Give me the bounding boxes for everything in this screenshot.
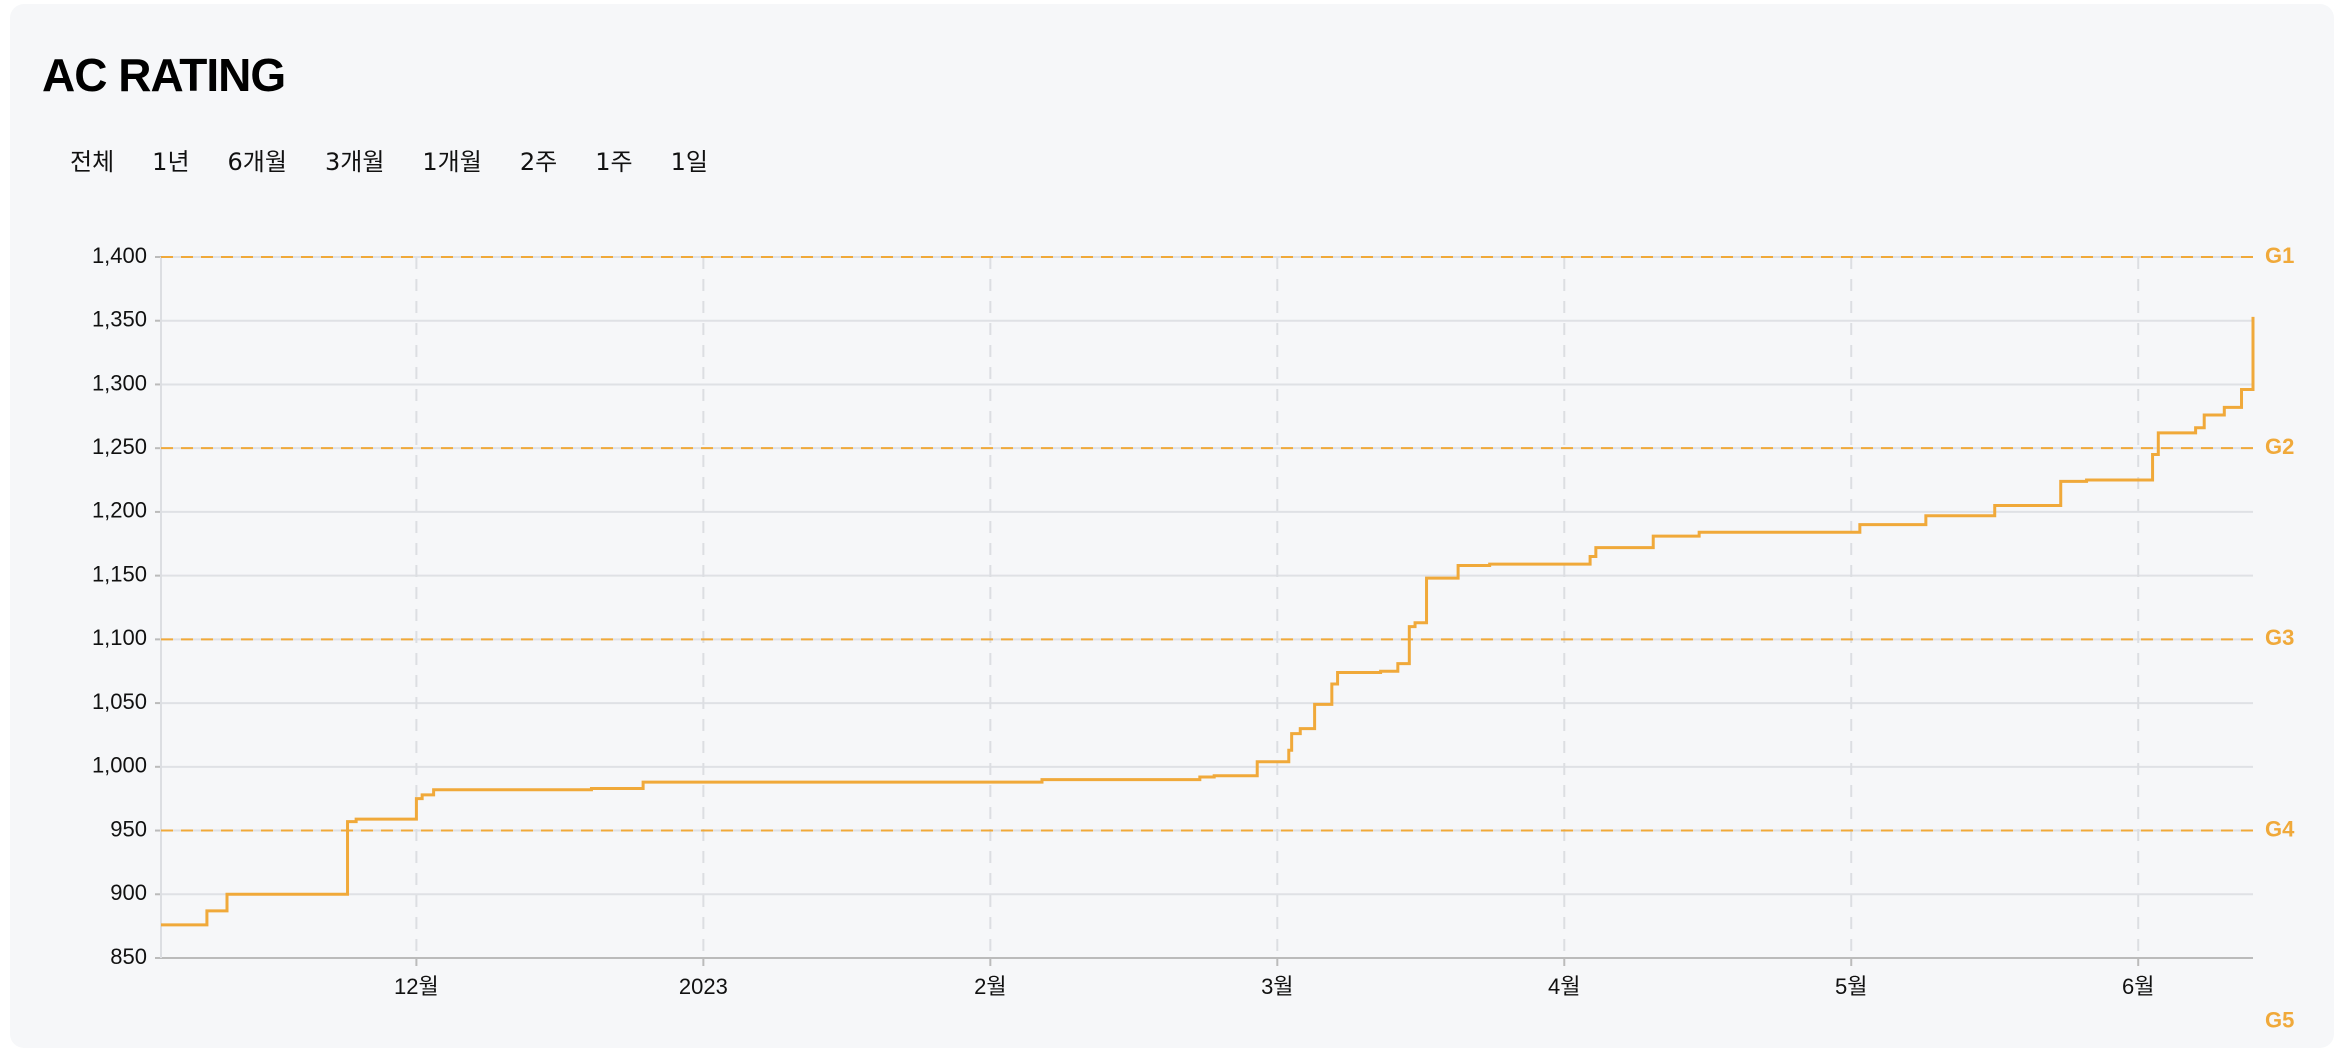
period-button[interactable]: 2주 — [506, 142, 571, 177]
y-tick-label: 1,000 — [92, 753, 147, 778]
threshold-label: G3 — [2265, 625, 2294, 650]
y-tick-label: 900 — [110, 880, 147, 905]
y-tick-label: 1,100 — [92, 625, 147, 650]
threshold-label: G4 — [2265, 816, 2295, 841]
x-tick-label: 3월 — [1261, 974, 1293, 999]
title: AC RATING — [42, 49, 286, 101]
threshold-label: G1 — [2265, 243, 2294, 268]
y-tick-label: 850 — [110, 944, 147, 969]
rating-card: AC RATING 전체 1년 6개월 3개월 1개월 2주 1주 1일 850… — [10, 4, 2334, 1048]
period-button[interactable]: 1년 — [138, 142, 203, 177]
period-button[interactable]: 6개월 — [214, 142, 301, 177]
x-tick-label: 5월 — [1835, 974, 1867, 999]
period-button[interactable]: 1주 — [581, 142, 646, 177]
y-tick-label: 1,200 — [92, 498, 147, 523]
rating-line — [161, 316, 2255, 927]
chart: 850 900 950 1,000 1,050 1,100 1,150 1,200 1,250 1… — [92, 243, 2295, 1033]
y-tick-label: 1,300 — [92, 370, 147, 395]
x-tick-label: 12월 — [394, 974, 439, 999]
y-tick-label: 1,050 — [92, 689, 147, 714]
x-tick-label: 2월 — [974, 974, 1006, 999]
y-tick-label: 1,400 — [92, 243, 147, 268]
y-tick-label: 1,250 — [92, 434, 147, 459]
y-tick-label: 1,150 — [92, 561, 147, 586]
threshold-label: G5 — [2265, 1008, 2294, 1033]
period-tabs: 전체 1년 6개월 3개월 1개월 2주 1주 1일 — [56, 142, 732, 177]
x-tick-label: 4월 — [1548, 974, 1580, 999]
period-button[interactable]: 1일 — [657, 142, 722, 177]
period-button[interactable]: 전체 — [56, 142, 128, 177]
y-tick-label: 1,350 — [92, 307, 147, 332]
period-button[interactable]: 3개월 — [311, 142, 398, 177]
period-button[interactable]: 1개월 — [408, 142, 495, 177]
threshold-label: G2 — [2265, 434, 2294, 459]
x-tick-label: 6월 — [2122, 974, 2154, 999]
y-tick-label: 950 — [110, 816, 147, 841]
x-tick-label: 2023 — [679, 974, 728, 999]
